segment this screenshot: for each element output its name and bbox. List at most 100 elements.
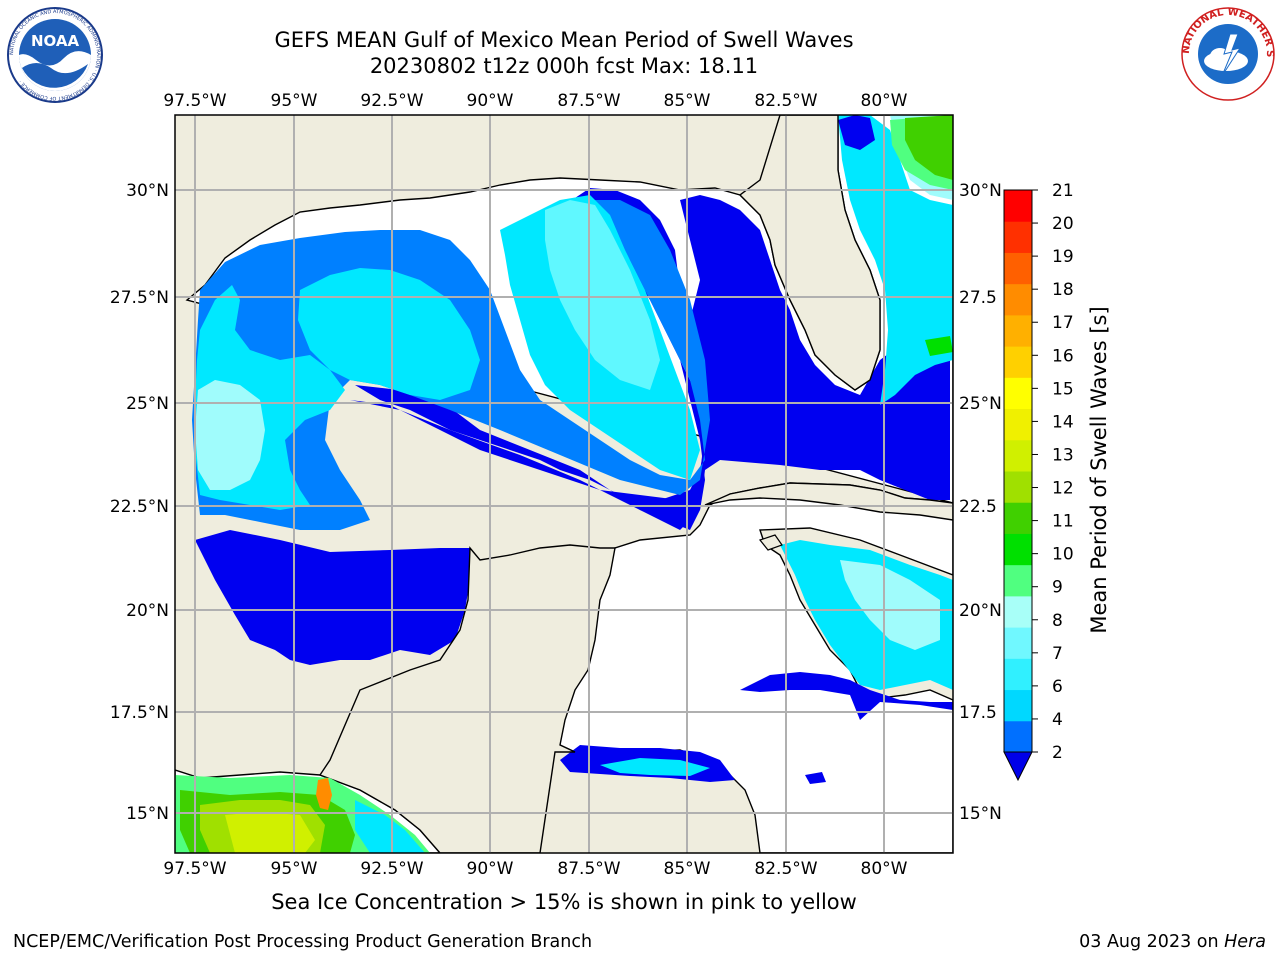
colorbar-segment xyxy=(1004,252,1032,285)
lon-label-top: 90°W xyxy=(467,91,514,111)
chart-title: GEFS MEAN Gulf of Mexico Mean Period of … xyxy=(274,28,854,52)
band-period-6-7 xyxy=(600,758,710,776)
lon-label-top: 85°W xyxy=(664,91,711,111)
chart-subtitle: 20230802 t12z 000h fcst Max: 18.11 xyxy=(369,54,759,78)
colorbar-segment xyxy=(1004,533,1032,566)
footer-date-text: 03 Aug 2023 on xyxy=(1079,932,1225,952)
colorbar-segment xyxy=(1004,595,1032,628)
colorbar-segment xyxy=(1004,283,1032,316)
band-period-17-18 xyxy=(316,778,332,810)
colorbar-tick-label: 7 xyxy=(1052,644,1063,664)
band-period-8-9 xyxy=(195,380,265,490)
colorbar-tick-label: 10 xyxy=(1052,545,1074,565)
lat-label-left: 30°N xyxy=(126,181,169,201)
colorbar-tick-label: 20 xyxy=(1052,214,1074,234)
colorbar-tick-label: 17 xyxy=(1052,313,1074,333)
colorbar-tick-label: 16 xyxy=(1052,346,1074,366)
band-period-7-8 xyxy=(545,200,660,390)
map-plot-area xyxy=(175,115,953,853)
colorbar-tick-label: 14 xyxy=(1052,412,1074,432)
colorbar-segment xyxy=(1004,471,1032,503)
colorbar-label: Mean Period of Swell Waves [s] xyxy=(1087,306,1111,633)
footer-host: Hera xyxy=(1224,932,1266,952)
colorbar-tick-label: 11 xyxy=(1052,512,1074,532)
lat-label-right: 25°N xyxy=(959,394,1002,414)
band-period-2-4 xyxy=(838,115,875,150)
band-period-2-4 xyxy=(740,672,953,720)
colorbar-tick-label: 18 xyxy=(1052,280,1074,300)
band-period-10-11 xyxy=(925,336,953,356)
colorbar-segment xyxy=(1004,314,1032,347)
colorbar-tick-label: 15 xyxy=(1052,379,1074,399)
lon-label-top: 82.5°W xyxy=(754,91,817,111)
lon-label-bottom: 82.5°W xyxy=(754,859,817,879)
lon-label-top: 80°W xyxy=(861,91,908,111)
lat-label-right: 15°N xyxy=(959,804,1002,824)
colorbar-segment xyxy=(1004,720,1032,753)
band-period-2-4 xyxy=(350,195,950,530)
band-period-6-7 xyxy=(298,268,480,400)
lon-label-bottom: 85°W xyxy=(664,859,711,879)
colorbar-segment xyxy=(1004,502,1032,534)
colorbar-segment xyxy=(1004,658,1032,691)
lon-label-bottom: 95°W xyxy=(271,859,318,879)
colorbar-segment xyxy=(1004,689,1032,722)
band-period-13-14 xyxy=(225,812,315,853)
band-period-6-7 xyxy=(838,115,953,405)
colorbar-segment xyxy=(1004,377,1032,410)
lon-label-bottom: 80°W xyxy=(861,859,908,879)
map-frame xyxy=(174,114,954,854)
lon-label-bottom: 87.5°W xyxy=(557,859,620,879)
band-period-11-12 xyxy=(905,115,953,180)
colorbar-tick-label: 13 xyxy=(1052,445,1074,465)
colorbar-segment xyxy=(1004,439,1032,472)
lat-label-left: 17.5°N xyxy=(110,703,169,723)
band-period-2-4 xyxy=(805,772,826,784)
lat-label-right: 17.5 xyxy=(959,703,997,723)
lon-label-bottom: 92.5°W xyxy=(360,859,423,879)
map-gridlines xyxy=(175,115,953,853)
lat-label-right: 30°N xyxy=(959,181,1002,201)
footer-credit: NCEP/EMC/Verification Post Processing Pr… xyxy=(13,932,593,952)
lon-label-top: 87.5°W xyxy=(557,91,620,111)
colorbar-segment xyxy=(1004,408,1032,441)
florida-coast xyxy=(738,115,881,391)
lon-label-top: 95°W xyxy=(271,91,318,111)
lon-label-bottom: 90°W xyxy=(467,859,514,879)
colorbar-segment xyxy=(1004,564,1032,597)
atlantic-swell-field xyxy=(890,115,953,356)
colorbar-tick-label: 12 xyxy=(1052,479,1074,499)
colorbar-segment xyxy=(1004,221,1032,253)
band-period-2-4 xyxy=(195,530,470,665)
lat-label-right: 27.5 xyxy=(959,288,997,308)
lat-label-left: 15°N xyxy=(126,804,169,824)
lat-label-left: 20°N xyxy=(126,601,169,621)
colorbar-tick-label: 9 xyxy=(1052,578,1063,598)
lat-label-right: 22.5 xyxy=(959,497,997,517)
colorbar-tick-label: 8 xyxy=(1052,611,1063,631)
band-period-8-9 xyxy=(840,560,940,650)
colorbar-tick-label: 2 xyxy=(1052,743,1063,763)
footer-date: 03 Aug 2023 on Hera xyxy=(1079,932,1266,952)
lon-label-bottom: 97.5°W xyxy=(163,859,226,879)
colorbar-segment xyxy=(1004,627,1032,659)
noaa-logo: NOAA NATIONAL OCEANIC AND ATMOSPHERIC AD… xyxy=(7,7,103,103)
colorbar-tick-label: 4 xyxy=(1052,710,1063,730)
island-coast xyxy=(758,534,783,551)
lat-label-left: 27.5°N xyxy=(110,288,169,308)
noaa-logo-text: NOAA xyxy=(31,32,80,50)
colorbar: 2 4 6 7 8 9 10 11 12 13 14 15 16 17 18 19 20 21 xyxy=(1003,181,1074,763)
colorbar-under-arrow xyxy=(1003,751,1033,782)
nws-logo: NATIONAL WEATHER SERVICE xyxy=(1180,6,1275,101)
colorbar-segment xyxy=(1004,346,1032,378)
lon-label-top: 92.5°W xyxy=(360,91,423,111)
colorbar-segment xyxy=(1004,190,1032,222)
colorbar-tick-label: 21 xyxy=(1052,181,1074,201)
lat-label-right: 20°N xyxy=(959,601,1002,621)
lat-label-left: 25°N xyxy=(126,394,169,414)
sea-ice-caption: Sea Ice Concentration > 15% is shown in … xyxy=(271,890,857,914)
lat-label-left: 22.5°N xyxy=(110,497,169,517)
lon-label-top: 97.5°W xyxy=(163,91,226,111)
colorbar-tick-label: 19 xyxy=(1052,247,1074,267)
